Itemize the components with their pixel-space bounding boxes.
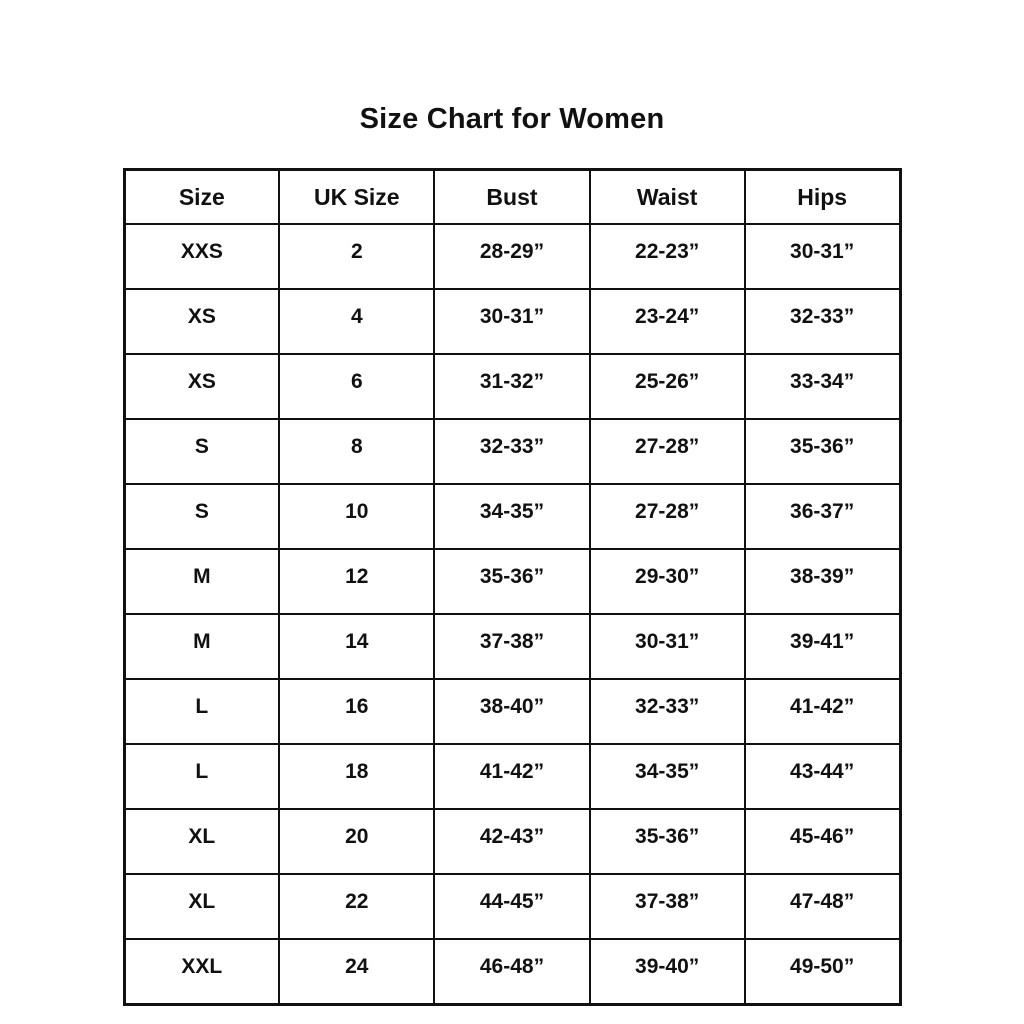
- table-cell-hips: 35-36”: [743, 418, 902, 485]
- table-row: L 16 38-40” 32-33” 41-42”: [122, 678, 902, 745]
- table-cell-hips: 32-33”: [743, 288, 902, 355]
- table-row: L 18 41-42” 34-35” 43-44”: [122, 743, 902, 810]
- table-cell-waist: 37-38”: [588, 873, 746, 940]
- table-cell-hips: 36-37”: [743, 483, 902, 550]
- table-cell-size: M: [122, 548, 281, 615]
- table-row: S 8 32-33” 27-28” 35-36”: [122, 418, 902, 485]
- column-header-hips: Hips: [743, 168, 902, 225]
- table-cell-bust: 35-36”: [433, 548, 591, 615]
- table-cell-size: XL: [122, 873, 281, 940]
- table-row: M 14 37-38” 30-31” 39-41”: [122, 613, 902, 680]
- table-cell-uk-size: 18: [278, 743, 436, 810]
- table-row: S 10 34-35” 27-28” 36-37”: [122, 483, 902, 550]
- column-header-uk-size: UK Size: [278, 168, 436, 225]
- table-cell-size: S: [122, 483, 281, 550]
- column-header-waist: Waist: [588, 168, 746, 225]
- table-row: XS 4 30-31” 23-24” 32-33”: [122, 288, 902, 355]
- table-cell-waist: 25-26”: [588, 353, 746, 420]
- table-cell-hips: 43-44”: [743, 743, 902, 810]
- table-cell-bust: 38-40”: [433, 678, 591, 745]
- table-cell-waist: 27-28”: [588, 418, 746, 485]
- table-cell-waist: 34-35”: [588, 743, 746, 810]
- table-cell-uk-size: 20: [278, 808, 436, 875]
- table-cell-bust: 31-32”: [433, 353, 591, 420]
- table-cell-hips: 33-34”: [743, 353, 902, 420]
- column-header-size: Size: [122, 168, 281, 225]
- table-cell-size: XS: [122, 288, 281, 355]
- table-cell-waist: 29-30”: [588, 548, 746, 615]
- table-row: M 12 35-36” 29-30” 38-39”: [122, 548, 902, 615]
- table-cell-size: XXS: [122, 223, 281, 290]
- table-row: XXS 2 28-29” 22-23” 30-31”: [122, 223, 902, 290]
- table-row: XXL 24 46-48” 39-40” 49-50”: [122, 938, 902, 1006]
- table-row: XL 22 44-45” 37-38” 47-48”: [122, 873, 902, 940]
- size-chart-table: Size UK Size Bust Waist Hips XXS 2 28-29” 22-23…: [122, 168, 902, 1006]
- table-cell-bust: 44-45”: [433, 873, 591, 940]
- table-cell-waist: 27-28”: [588, 483, 746, 550]
- table-cell-uk-size: 12: [278, 548, 436, 615]
- table-cell-hips: 45-46”: [743, 808, 902, 875]
- table-cell-hips: 39-41”: [743, 613, 902, 680]
- table-cell-size: M: [122, 613, 281, 680]
- table-cell-bust: 46-48”: [433, 938, 591, 1006]
- table-cell-waist: 32-33”: [588, 678, 746, 745]
- table-cell-size: XXL: [122, 938, 281, 1006]
- table-cell-hips: 41-42”: [743, 678, 902, 745]
- table-row: XS 6 31-32” 25-26” 33-34”: [122, 353, 902, 420]
- table-cell-hips: 47-48”: [743, 873, 902, 940]
- table-cell-uk-size: 14: [278, 613, 436, 680]
- table-cell-hips: 38-39”: [743, 548, 902, 615]
- table-row: XL 20 42-43” 35-36” 45-46”: [122, 808, 902, 875]
- table-cell-bust: 34-35”: [433, 483, 591, 550]
- table-cell-waist: 23-24”: [588, 288, 746, 355]
- table-cell-bust: 37-38”: [433, 613, 591, 680]
- table-cell-size: L: [122, 678, 281, 745]
- table-cell-size: L: [122, 743, 281, 810]
- table-cell-uk-size: 4: [278, 288, 436, 355]
- table-cell-uk-size: 16: [278, 678, 436, 745]
- table-cell-uk-size: 2: [278, 223, 436, 290]
- table-cell-size: XS: [122, 353, 281, 420]
- table-body: XXS 2 28-29” 22-23” 30-31” XS 4 30-31” 23-24” 32-…: [122, 223, 902, 1006]
- table-cell-waist: 35-36”: [588, 808, 746, 875]
- table-cell-waist: 30-31”: [588, 613, 746, 680]
- table-cell-hips: 30-31”: [743, 223, 902, 290]
- table-cell-bust: 32-33”: [433, 418, 591, 485]
- table-cell-hips: 49-50”: [743, 938, 902, 1006]
- table-cell-uk-size: 6: [278, 353, 436, 420]
- table-cell-size: S: [122, 418, 281, 485]
- table-cell-waist: 39-40”: [588, 938, 746, 1006]
- table-cell-waist: 22-23”: [588, 223, 746, 290]
- column-header-bust: Bust: [433, 168, 591, 225]
- table-cell-bust: 42-43”: [433, 808, 591, 875]
- table-cell-bust: 41-42”: [433, 743, 591, 810]
- table-cell-size: XL: [122, 808, 281, 875]
- table-header: Size UK Size Bust Waist Hips: [122, 168, 902, 225]
- table-cell-bust: 30-31”: [433, 288, 591, 355]
- table-cell-bust: 28-29”: [433, 223, 591, 290]
- table-cell-uk-size: 10: [278, 483, 436, 550]
- table-cell-uk-size: 8: [278, 418, 436, 485]
- table-cell-uk-size: 24: [278, 938, 436, 1006]
- page-title: Size Chart for Women: [359, 103, 665, 135]
- table-cell-uk-size: 22: [278, 873, 436, 940]
- header-row: Size UK Size Bust Waist Hips: [122, 168, 902, 225]
